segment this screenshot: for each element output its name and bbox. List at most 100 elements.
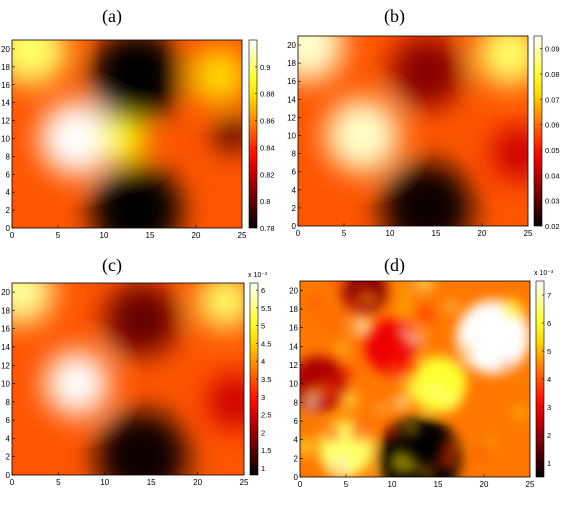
x-tick-label: 15 [146, 231, 155, 240]
y-tick-label: 6 [294, 417, 299, 426]
colorbar-tick-label: 4 [547, 375, 551, 384]
heatmap-texture [503, 298, 524, 319]
heatmap-texture [393, 357, 417, 380]
y-tick-label: 12 [289, 361, 298, 370]
colorbar-tick-label: 0.03 [545, 197, 560, 206]
heatmap-texture [357, 285, 366, 294]
y-tick-label: 8 [294, 398, 299, 407]
heatmap-texture [316, 378, 340, 402]
colorbar-tick-label: 5.5 [261, 304, 271, 313]
y-tick-label: 6 [292, 168, 297, 177]
heatmap-texture [442, 437, 461, 457]
heatmap-texture [436, 452, 451, 468]
y-tick-label: 10 [287, 132, 296, 141]
heatmap-field [300, 281, 530, 477]
colorbar-tick-label: 1.5 [261, 446, 271, 455]
colorbar-tick-label: 0.82 [260, 170, 275, 179]
y-tick-label: 4 [294, 436, 299, 445]
x-tick-label: 25 [240, 478, 249, 487]
heatmap-a: 0 5 10 15 20 25 0 2 4 6 8 10 12 14 16 18 20 0.78 0.8 0.82 0.… [1, 39, 275, 240]
heatmap-texture [347, 295, 363, 312]
panel-d: (d) 0 5 10 15 20 25 0 2 4 6 8 10 12 14 16 18 20 1 2 3 4 5 6 7 x … [286, 251, 572, 502]
y-tick-label: 2 [6, 453, 11, 462]
y-tick-label: 8 [6, 398, 11, 407]
y-tick-label: 0 [6, 471, 11, 480]
heatmap-b: 0 5 10 15 20 25 0 2 4 6 8 10 12 14 16 18 20 0.02 0.03 0.04 0… [287, 35, 560, 238]
heatmap-blob [95, 410, 189, 475]
heatmap-blob [12, 40, 68, 86]
panel-b: (b) 0 5 10 15 20 25 0 2 4 6 8 10 12 14 16 18 20 0.02 0.03 0… [286, 0, 572, 251]
heatmap-blob [90, 40, 183, 122]
heatmap-texture [392, 394, 410, 412]
colorbar-exponent: x 10⁻³ [248, 272, 268, 279]
colorbar-tick-label: 0.09 [545, 45, 560, 54]
colorbar-tick-label: 2.5 [261, 411, 271, 420]
y-tick-label: 10 [1, 380, 10, 389]
y-tick-label: 0 [294, 473, 299, 482]
heatmap-texture [334, 465, 344, 475]
colorbar-tick-label: 1 [261, 464, 265, 473]
x-tick-label: 5 [342, 229, 347, 238]
y-tick-label: 0 [6, 224, 11, 233]
heatmap-texture [323, 425, 339, 441]
colorbar [533, 35, 543, 227]
heatmap-texture [404, 378, 427, 402]
heatmap-texture [476, 444, 488, 456]
y-tick-label: 14 [287, 95, 296, 104]
x-tick-label: 25 [526, 480, 535, 489]
y-tick-label: 4 [6, 188, 11, 197]
heatmap-texture [338, 413, 348, 422]
heatmap-texture [351, 315, 374, 338]
heatmap-texture [516, 371, 525, 381]
y-tick-label: 14 [1, 99, 10, 108]
heatmap-texture [404, 328, 425, 350]
y-tick-label: 16 [287, 77, 296, 86]
heatmap-blob [12, 283, 54, 325]
colorbar-tick-label: 3.5 [261, 375, 271, 384]
colorbar-tick-label: 7 [547, 291, 551, 300]
heatmap-texture [420, 407, 432, 418]
y-tick-label: 14 [1, 343, 10, 352]
heatmap-texture [339, 367, 353, 381]
colorbar-tick-label: 0.05 [545, 146, 560, 155]
heatmap-blob [456, 300, 530, 374]
y-tick-label: 8 [292, 150, 297, 159]
colorbar-tick-label: 0.02 [545, 222, 560, 231]
heatmap-blob [298, 36, 344, 82]
y-tick-label: 20 [287, 41, 296, 50]
plot-frame [297, 35, 529, 227]
x-tick-label: 15 [147, 478, 156, 487]
panel-label: (c) [102, 255, 122, 275]
heatmap-blob [380, 161, 473, 226]
heatmap-texture [317, 310, 340, 333]
heatmap-blob [191, 48, 242, 104]
colorbar-tick-label: 3 [261, 393, 265, 402]
heatmap-field [298, 36, 528, 226]
y-tick-label: 12 [1, 117, 10, 126]
x-tick-label: 15 [432, 229, 441, 238]
colorbar-tick-label: 3 [547, 403, 551, 412]
heatmap-texture [500, 360, 511, 371]
colorbar-tick-label: 6 [547, 319, 551, 328]
x-tick-label: 0 [296, 229, 301, 238]
heatmap-texture [416, 281, 435, 293]
colorbar-tick-label: 4.5 [261, 339, 271, 348]
y-tick-label: 16 [1, 325, 10, 334]
heatmap-texture [430, 385, 440, 396]
y-tick-label: 4 [292, 186, 297, 195]
heatmap-blob [206, 374, 244, 430]
heatmap-texture [458, 345, 472, 358]
heatmap-c: 0 5 10 15 20 25 0 2 4 6 8 10 12 14 16 18 20 1 1.5 2 2.5 3 3.5 4… [1, 272, 271, 487]
y-tick-label: 12 [1, 361, 10, 370]
plot-frame [299, 280, 531, 478]
panel-a: (a) 0 5 10 15 20 25 0 2 4 6 8 10 12 14 16 18 20 0.78 0.8 0.… [0, 0, 286, 251]
x-tick-label: 25 [238, 231, 247, 240]
y-tick-label: 18 [287, 59, 296, 68]
colorbar-tick-label: 0.04 [545, 171, 560, 180]
y-tick-label: 12 [287, 113, 296, 122]
x-tick-label: 0 [10, 478, 15, 487]
heatmap-texture [512, 405, 528, 421]
colorbar-tick-label: 0.07 [545, 95, 560, 104]
heatmap-blob [39, 101, 114, 176]
y-tick-label: 10 [289, 380, 298, 389]
